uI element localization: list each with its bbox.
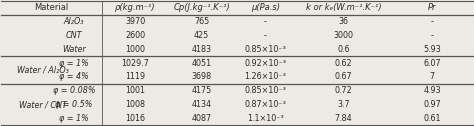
Text: 0.72: 0.72 <box>335 86 352 95</box>
Text: 3698: 3698 <box>191 72 211 81</box>
Text: 3.7: 3.7 <box>337 100 350 109</box>
Text: 4051: 4051 <box>191 58 211 68</box>
Text: 1029.7: 1029.7 <box>121 58 149 68</box>
Text: ρ(kg.m⁻¹): ρ(kg.m⁻¹) <box>115 3 155 12</box>
Text: 0.85×10⁻³: 0.85×10⁻³ <box>245 86 286 95</box>
Text: 0.87×10⁻³: 0.87×10⁻³ <box>245 100 286 109</box>
Text: Pr: Pr <box>428 3 436 12</box>
Text: 0.85×10⁻³: 0.85×10⁻³ <box>245 45 286 54</box>
Text: 0.62: 0.62 <box>335 58 352 68</box>
Text: CNT: CNT <box>65 31 82 40</box>
Text: 4134: 4134 <box>191 100 211 109</box>
Text: Material: Material <box>35 3 69 12</box>
Text: 0.6: 0.6 <box>337 45 350 54</box>
Text: 36: 36 <box>338 17 348 26</box>
Text: 1008: 1008 <box>126 100 146 109</box>
Text: -: - <box>430 31 433 40</box>
Text: 4183: 4183 <box>191 45 211 54</box>
Text: φ = 1%: φ = 1% <box>59 114 89 123</box>
Text: 765: 765 <box>194 17 209 26</box>
Text: 1000: 1000 <box>126 45 146 54</box>
Text: μ(Pa.s): μ(Pa.s) <box>251 3 280 12</box>
Text: φ = 4%: φ = 4% <box>59 72 89 81</box>
Text: 4087: 4087 <box>191 114 211 123</box>
Text: 0.92×10⁻³: 0.92×10⁻³ <box>245 58 286 68</box>
Text: Water / CNT: Water / CNT <box>19 100 67 109</box>
Text: Cp(J.kg⁻¹.K⁻¹): Cp(J.kg⁻¹.K⁻¹) <box>173 3 230 12</box>
Text: 1119: 1119 <box>125 72 146 81</box>
Text: 2600: 2600 <box>125 31 146 40</box>
Text: Water: Water <box>62 45 86 54</box>
Text: φ = 0.08%: φ = 0.08% <box>53 86 95 95</box>
Text: 5.93: 5.93 <box>423 45 441 54</box>
Text: 3970: 3970 <box>125 17 146 26</box>
Text: 1.1×10⁻³: 1.1×10⁻³ <box>247 114 284 123</box>
Text: 6.07: 6.07 <box>423 58 441 68</box>
Text: 3000: 3000 <box>333 31 353 40</box>
Text: k or kₑ(W.m⁻¹.K⁻¹): k or kₑ(W.m⁻¹.K⁻¹) <box>306 3 381 12</box>
Text: φ = 0.5%: φ = 0.5% <box>55 100 92 109</box>
Text: 0.97: 0.97 <box>423 100 441 109</box>
Text: -: - <box>264 31 267 40</box>
Text: 1.26×10⁻³: 1.26×10⁻³ <box>245 72 286 81</box>
Text: 425: 425 <box>194 31 209 40</box>
Text: 4175: 4175 <box>191 86 212 95</box>
Text: -: - <box>430 17 433 26</box>
Text: 4.93: 4.93 <box>423 86 441 95</box>
Text: -: - <box>264 17 267 26</box>
Text: 1016: 1016 <box>126 114 146 123</box>
Text: 7.84: 7.84 <box>335 114 352 123</box>
Text: φ = 1%: φ = 1% <box>59 58 89 68</box>
Text: Water / Al₂O₃: Water / Al₂O₃ <box>18 65 69 74</box>
Text: Al₂O₃: Al₂O₃ <box>64 17 84 26</box>
Text: 1001: 1001 <box>126 86 146 95</box>
Text: 0.67: 0.67 <box>335 72 352 81</box>
Text: 7: 7 <box>429 72 435 81</box>
Text: 0.61: 0.61 <box>423 114 441 123</box>
